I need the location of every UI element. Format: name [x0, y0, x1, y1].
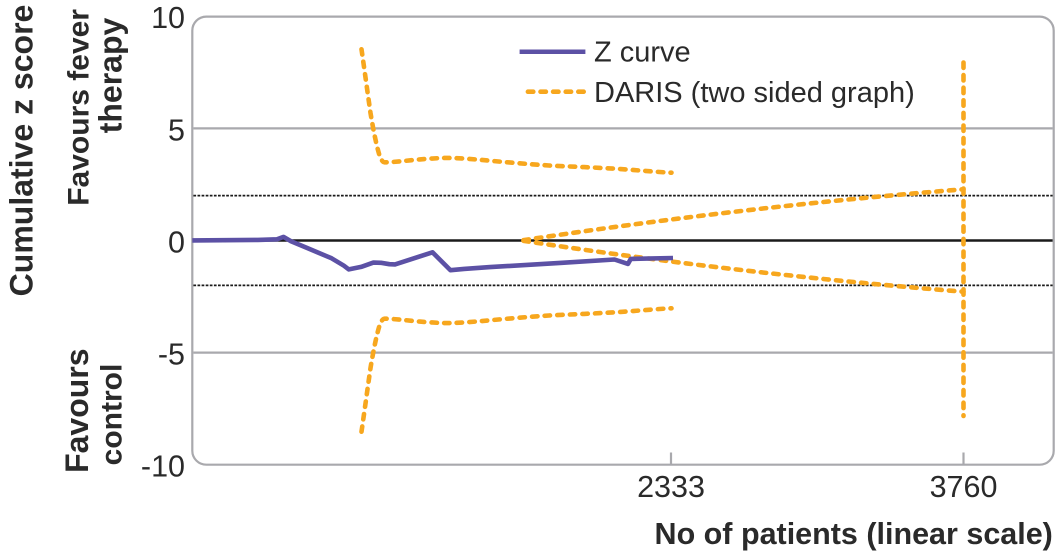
- svg-text:therapy: therapy: [93, 18, 129, 134]
- svg-text:Cumulative z score: Cumulative z score: [4, 5, 40, 297]
- svg-text:5: 5: [168, 114, 185, 148]
- svg-text:Favours fever: Favours fever: [63, 9, 96, 206]
- svg-text:-10: -10: [141, 450, 185, 484]
- svg-text:10: 10: [151, 1, 185, 35]
- svg-text:DARIS (two sided graph): DARIS (two sided graph): [594, 77, 915, 109]
- svg-text:No of patients (linear scale): No of patients (linear scale): [655, 517, 1053, 551]
- svg-text:Favours: Favours: [59, 348, 95, 472]
- svg-text:Z curve: Z curve: [594, 37, 691, 69]
- svg-text:0: 0: [168, 225, 185, 259]
- svg-text:2333: 2333: [637, 470, 705, 504]
- svg-text:3760: 3760: [930, 470, 998, 504]
- svg-text:-5: -5: [158, 338, 185, 372]
- svg-text:control: control: [96, 364, 129, 466]
